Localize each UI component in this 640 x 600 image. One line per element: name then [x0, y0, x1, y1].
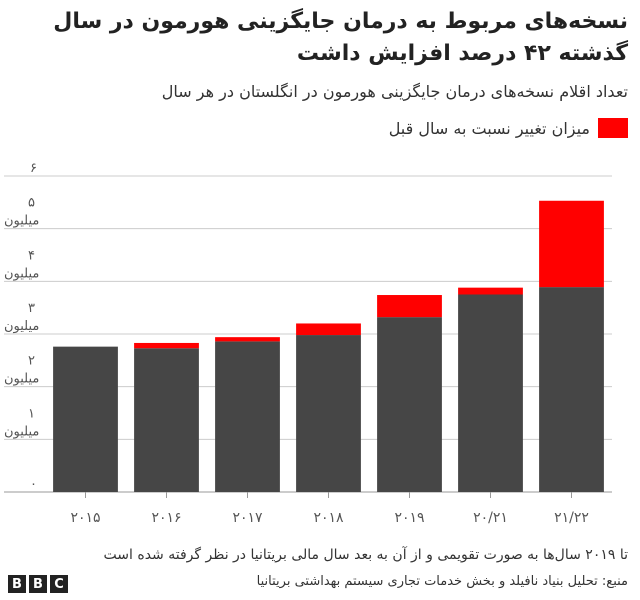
x-tick-label: ۲۰۱۷ [232, 510, 263, 526]
bar-change [134, 342, 199, 349]
bar-change [377, 295, 442, 318]
bar-change [458, 287, 523, 295]
bar-base [53, 346, 118, 492]
chart-subtitle: تعداد اقلام نسخه‌های درمان جایگزینی هورم… [161, 82, 628, 101]
x-tick-label: ۲۱/۲۲ [554, 510, 589, 526]
x-tick-label: ۲۰۱۸ [313, 510, 344, 526]
y-tick-label: ۳ میلیون [4, 301, 39, 334]
bar-base [296, 335, 361, 492]
y-tick-label: ۵ میلیون [4, 196, 39, 229]
bar-base [134, 348, 199, 492]
y-tick-label: ۰ [30, 477, 37, 492]
y-tick-label: ۱ میلیون [4, 406, 39, 439]
logo-letter: B [8, 575, 26, 593]
legend-swatch [598, 118, 628, 138]
x-tick-label: ۲۰/۲۱ [473, 510, 508, 526]
bbc-logo: B B C [8, 575, 68, 593]
y-tick-label: ۴ میلیون [4, 248, 39, 281]
logo-letter: B [29, 575, 47, 593]
y-tick-label: ۲ میلیون [4, 354, 39, 387]
x-tick-label: ۲۰۱۵ [70, 510, 100, 526]
x-tick-label: ۲۰۱۶ [151, 510, 181, 526]
bar-change [539, 200, 604, 288]
bar-base [215, 341, 280, 492]
logo-letter: C [50, 575, 68, 593]
chart-title: نسخه‌های مربوط به درمان جایگزینی هورمون … [53, 9, 628, 66]
bar-base [539, 287, 604, 492]
bar-change [296, 323, 361, 336]
source-text: منبع: تحلیل بنیاد نافیلد و بخش خدمات تجا… [256, 574, 628, 589]
bar-base [458, 294, 523, 492]
bar-chart: ۰ ۱ میلیون ۲ میلیون ۳ میلیون ۴ میلیون ۵ میلیون ۶ ۲۰۱… [4, 161, 612, 526]
bar-base [377, 317, 442, 492]
legend: میزان تغییر نسبت به سال قبل [389, 118, 628, 138]
bar-change [215, 337, 280, 342]
footnote: تا ۲۰۱۹ سال‌ها به صورت تقویمی و از آن به… [103, 547, 628, 563]
y-tick-label: ۶ [30, 161, 37, 176]
x-tick-label: ۲۰۱۹ [394, 510, 424, 526]
legend-label: میزان تغییر نسبت به سال قبل [388, 118, 590, 138]
